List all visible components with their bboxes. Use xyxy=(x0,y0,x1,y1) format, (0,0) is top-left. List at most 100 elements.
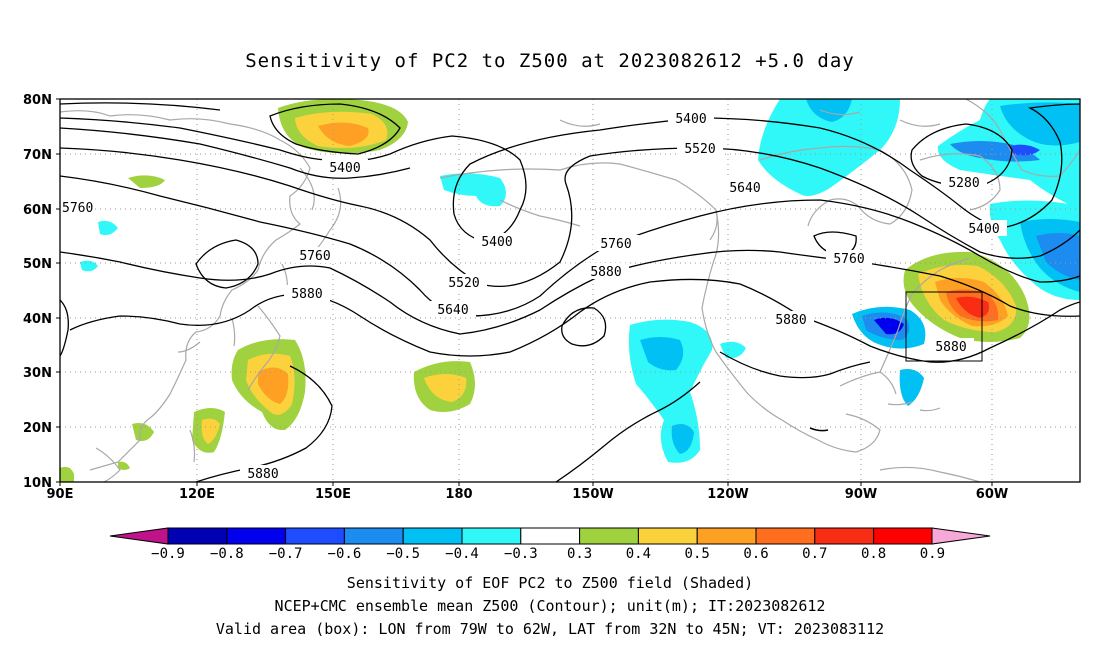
svg-text:5880: 5880 xyxy=(935,340,966,355)
contour-label: 5880 xyxy=(768,311,814,328)
svg-text:5640: 5640 xyxy=(437,303,468,318)
map-title: Sensitivity of PC2 to Z500 at 2023082612… xyxy=(245,50,855,72)
colorbar-box xyxy=(873,527,933,545)
contour-label: 5280 xyxy=(941,174,987,191)
colorbar-box xyxy=(814,527,875,545)
colorbar-tick-label: 0.5 xyxy=(685,546,710,562)
svg-text:5880: 5880 xyxy=(590,265,621,280)
shade-area-small-3 xyxy=(60,466,74,482)
colorbar-tick-label: −0.6 xyxy=(328,546,362,562)
svg-text:5640: 5640 xyxy=(729,181,760,196)
shade-area-us-east-neg xyxy=(852,306,926,406)
shade-area-japan xyxy=(231,339,306,431)
lon-label: 150E xyxy=(315,487,351,502)
colorbar-box xyxy=(285,527,345,545)
colorbar-tick-label: 0.4 xyxy=(626,546,651,562)
svg-text:5400: 5400 xyxy=(329,161,360,176)
lat-label: 50N xyxy=(23,257,52,272)
colorbar-right-triangle xyxy=(931,527,991,545)
lat-label: 70N xyxy=(23,148,52,163)
lon-label: 60W xyxy=(976,487,1008,502)
shade-area-small-4 xyxy=(118,461,130,470)
contour-label: 5520 xyxy=(677,140,723,157)
colorbar-left-triangle xyxy=(109,527,169,545)
lat-label: 20N xyxy=(23,421,52,436)
contour-label: 5880 xyxy=(583,263,629,280)
colorbar-tick-label: 0.8 xyxy=(861,546,886,562)
colorbar-tick-label: −0.7 xyxy=(269,546,303,562)
svg-text:5880: 5880 xyxy=(291,287,322,302)
lat-label: 80N xyxy=(23,93,52,108)
caption-line-2: NCEP+CMC ensemble mean Z500 (Contour); u… xyxy=(274,597,826,615)
svg-text:5760: 5760 xyxy=(600,237,631,252)
shade-area-greenland xyxy=(937,99,1080,210)
shade-area-small-1-inner xyxy=(201,418,220,444)
svg-text:5520: 5520 xyxy=(684,142,715,157)
colorbar: −0.9 −0.8 −0.7 −0.6 −0.5 −0.4 −0.3 0.3 0.4 0.5 0.6… xyxy=(109,527,991,562)
colorbar-tick-label: −0.3 xyxy=(504,546,538,562)
colorbar-box xyxy=(343,527,404,545)
svg-text:5760: 5760 xyxy=(62,201,93,216)
svg-text:5400: 5400 xyxy=(968,222,999,237)
svg-text:5760: 5760 xyxy=(299,249,330,264)
contour-label: 5880 xyxy=(240,465,286,482)
svg-text:5880: 5880 xyxy=(247,467,278,482)
colorbar-box xyxy=(461,527,522,545)
colorbar-tick-label: 0.6 xyxy=(743,546,768,562)
contour-label: 5400 xyxy=(322,159,368,176)
contour-labels: 5400 5400 5400 5400 5280 5520 5520 5640 … xyxy=(60,110,1007,482)
colorbar-box xyxy=(755,527,816,545)
colorbar-box xyxy=(579,527,639,545)
shade-area-neg-2 xyxy=(98,220,118,236)
contour-label: 5760 xyxy=(292,247,338,264)
svg-text:5520: 5520 xyxy=(448,276,479,291)
colorbar-boxes xyxy=(167,527,933,545)
svg-text:5280: 5280 xyxy=(948,176,979,191)
shade-area-small-2 xyxy=(132,423,154,441)
colorbar-tick-label: −0.8 xyxy=(210,546,244,562)
lat-label: 40N xyxy=(23,312,52,327)
contour-label: 5880 xyxy=(284,285,330,302)
contour-label: 5640 xyxy=(722,179,768,196)
colorbar-tick-label: 0.3 xyxy=(567,546,592,562)
caption-line-1: Sensitivity of EOF PC2 to Z500 field (Sh… xyxy=(346,574,754,592)
shade-area-small-5 xyxy=(128,175,165,188)
shade-area-neg-1 xyxy=(440,173,506,207)
colorbar-box xyxy=(402,527,463,545)
tick-marks xyxy=(56,98,993,486)
shade-area-central-pacific xyxy=(413,361,475,412)
lon-label: 120E xyxy=(179,487,215,502)
contour-label: 5400 xyxy=(668,110,714,127)
contour-label: 5760 xyxy=(60,199,94,216)
caption-line-3: Valid area (box): LON from 79W to 62W, L… xyxy=(215,620,885,638)
contour-label: 5880 xyxy=(928,338,974,355)
lon-label: 90W xyxy=(845,487,877,502)
colorbar-box xyxy=(226,527,287,545)
colorbar-tick-label: 0.7 xyxy=(802,546,827,562)
contour-label: 5760 xyxy=(593,235,639,252)
colorbar-tick-label: −0.9 xyxy=(151,546,185,562)
valid-area-box xyxy=(905,291,983,362)
shade-area-atlantic-pos xyxy=(903,251,1030,342)
contour-label: 5400 xyxy=(961,220,1007,237)
lat-labels: 80N 70N 60N 50N 40N 30N 20N 10N xyxy=(23,93,52,491)
lon-label: 150W xyxy=(572,487,613,502)
svg-text:5760: 5760 xyxy=(833,252,864,267)
shade-area-east-pacific xyxy=(628,319,746,463)
map-frame xyxy=(59,98,1081,483)
contour-label: 5520 xyxy=(441,274,487,291)
lat-label: 10N xyxy=(23,476,52,491)
colorbar-tick-label: −0.5 xyxy=(386,546,420,562)
lat-label: 60N xyxy=(23,203,52,218)
colorbar-tick-label: 0.9 xyxy=(920,546,945,562)
svg-text:5400: 5400 xyxy=(675,112,706,127)
shade-area-neg-3 xyxy=(80,260,98,272)
lon-label: 90E xyxy=(47,487,74,502)
colorbar-box xyxy=(520,527,581,545)
colorbar-box xyxy=(696,527,757,545)
colorbar-tick-labels: −0.9 −0.8 −0.7 −0.6 −0.5 −0.4 −0.3 0.3 0.4 0.5 0.6… xyxy=(151,546,945,562)
grid-lines xyxy=(60,99,1080,482)
lat-label: 30N xyxy=(23,366,52,381)
shaded-sensitivity xyxy=(60,99,1080,482)
